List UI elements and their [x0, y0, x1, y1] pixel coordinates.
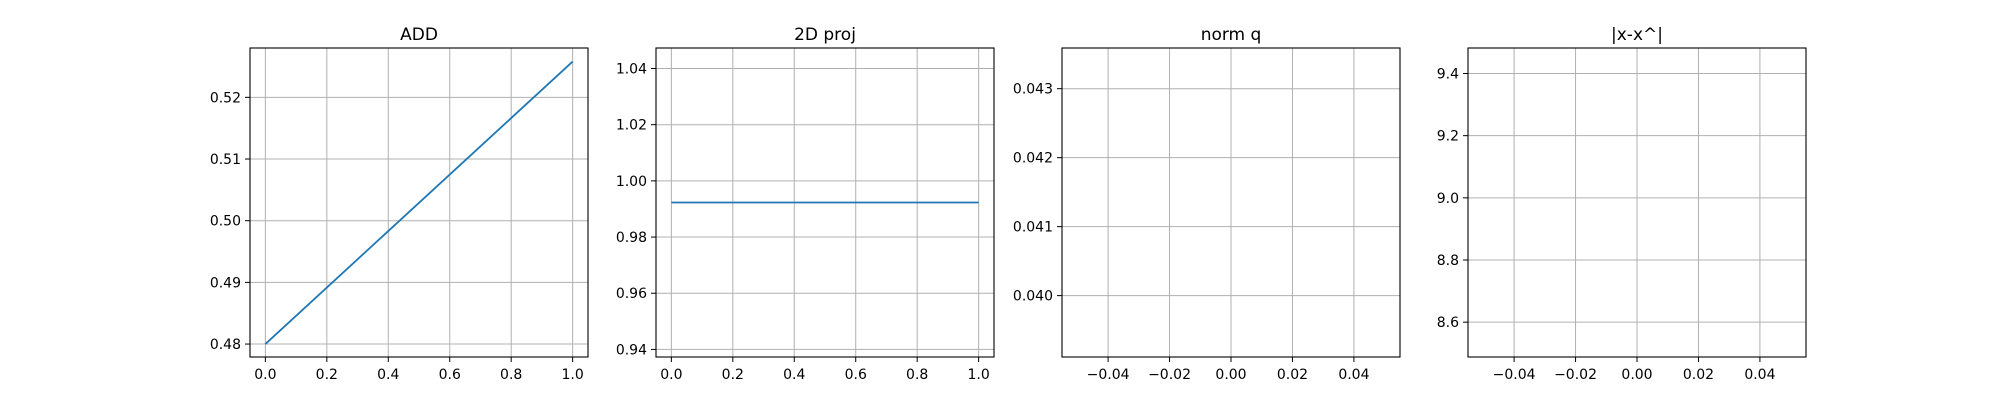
x-tick-label: −0.04: [1087, 367, 1130, 383]
subplot-title: 2D proj: [794, 25, 856, 45]
y-tick-label: 1.02: [616, 118, 647, 134]
subplot-title: ADD: [400, 25, 438, 45]
subplot-3: −0.04 −0.02 0.00 0.02 0.04 0.040 0.041 0.042 0.0…: [1013, 25, 1401, 383]
x-tick-label: 0.04: [1338, 367, 1369, 383]
y-tick-label: 1.00: [616, 174, 647, 190]
y-tick-label: 0.98: [616, 230, 647, 246]
x-tick-label: 0.6: [439, 367, 461, 383]
x-tick-label: 0.8: [500, 367, 522, 383]
x-tick-label: −0.02: [1148, 367, 1191, 383]
subplot-title: norm q: [1201, 25, 1262, 45]
x-tick-label: −0.04: [1493, 367, 1536, 383]
subplot-2: 0.0 0.2 0.4 0.6 0.8 1.0 0.94 0.96 0.98 1.00 1.02 1.…: [616, 25, 995, 383]
x-tick-label: 0.04: [1744, 367, 1775, 383]
axes-frame: [655, 47, 995, 358]
y-tick-label: 9.0: [1437, 191, 1459, 207]
axes-frame: [249, 47, 589, 358]
y-tick-label: 0.50: [210, 214, 241, 230]
x-tick-label: 0.4: [377, 367, 399, 383]
y-tick-label: 0.96: [616, 286, 647, 302]
x-tick-label: 0.0: [660, 367, 682, 383]
x-tick-label: 0.6: [845, 367, 867, 383]
x-tick-label: 0.00: [1621, 367, 1652, 383]
y-tick-label: 0.041: [1013, 220, 1053, 236]
y-tick-label: 0.94: [616, 342, 647, 358]
y-tick-label: 0.49: [210, 275, 241, 291]
x-tick-label: 0.8: [906, 367, 928, 383]
y-tick-label: 9.2: [1437, 129, 1459, 145]
y-tick-label: 1.04: [616, 62, 647, 78]
x-tick-label: 0.4: [783, 367, 805, 383]
x-tick-label: 0.2: [722, 367, 744, 383]
x-tick-label: 1.0: [968, 367, 990, 383]
y-tick-label: 0.48: [210, 337, 241, 353]
x-tick-label: 0.0: [254, 367, 276, 383]
y-tick-label: 0.043: [1013, 82, 1053, 98]
y-tick-label: 0.52: [210, 90, 241, 106]
series-line-1: [264, 60, 574, 345]
y-tick-label: 8.6: [1437, 315, 1459, 331]
subplot-1: 0.0 0.2 0.4 0.6 0.8 1.0 0.48 0.49 0.50 0.51 0.52 AD…: [210, 25, 589, 383]
y-tick-label: 9.4: [1437, 66, 1459, 82]
x-tick-label: 0.00: [1215, 367, 1246, 383]
subplot-title: |x-x^|: [1611, 25, 1663, 45]
y-tick-label: 0.040: [1013, 289, 1053, 305]
x-tick-label: 0.02: [1683, 367, 1714, 383]
x-tick-label: −0.02: [1554, 367, 1597, 383]
y-tick-label: 0.51: [210, 152, 241, 168]
x-tick-label: 0.2: [316, 367, 338, 383]
y-tick-label: 0.042: [1013, 151, 1053, 167]
x-tick-label: 0.02: [1277, 367, 1308, 383]
x-tick-label: 1.0: [562, 367, 584, 383]
y-tick-label: 8.8: [1437, 253, 1459, 269]
subplot-4: −0.04 −0.02 0.00 0.02 0.04 8.6 8.8 9.0 9.2 9.4 |x-…: [1437, 25, 1807, 383]
